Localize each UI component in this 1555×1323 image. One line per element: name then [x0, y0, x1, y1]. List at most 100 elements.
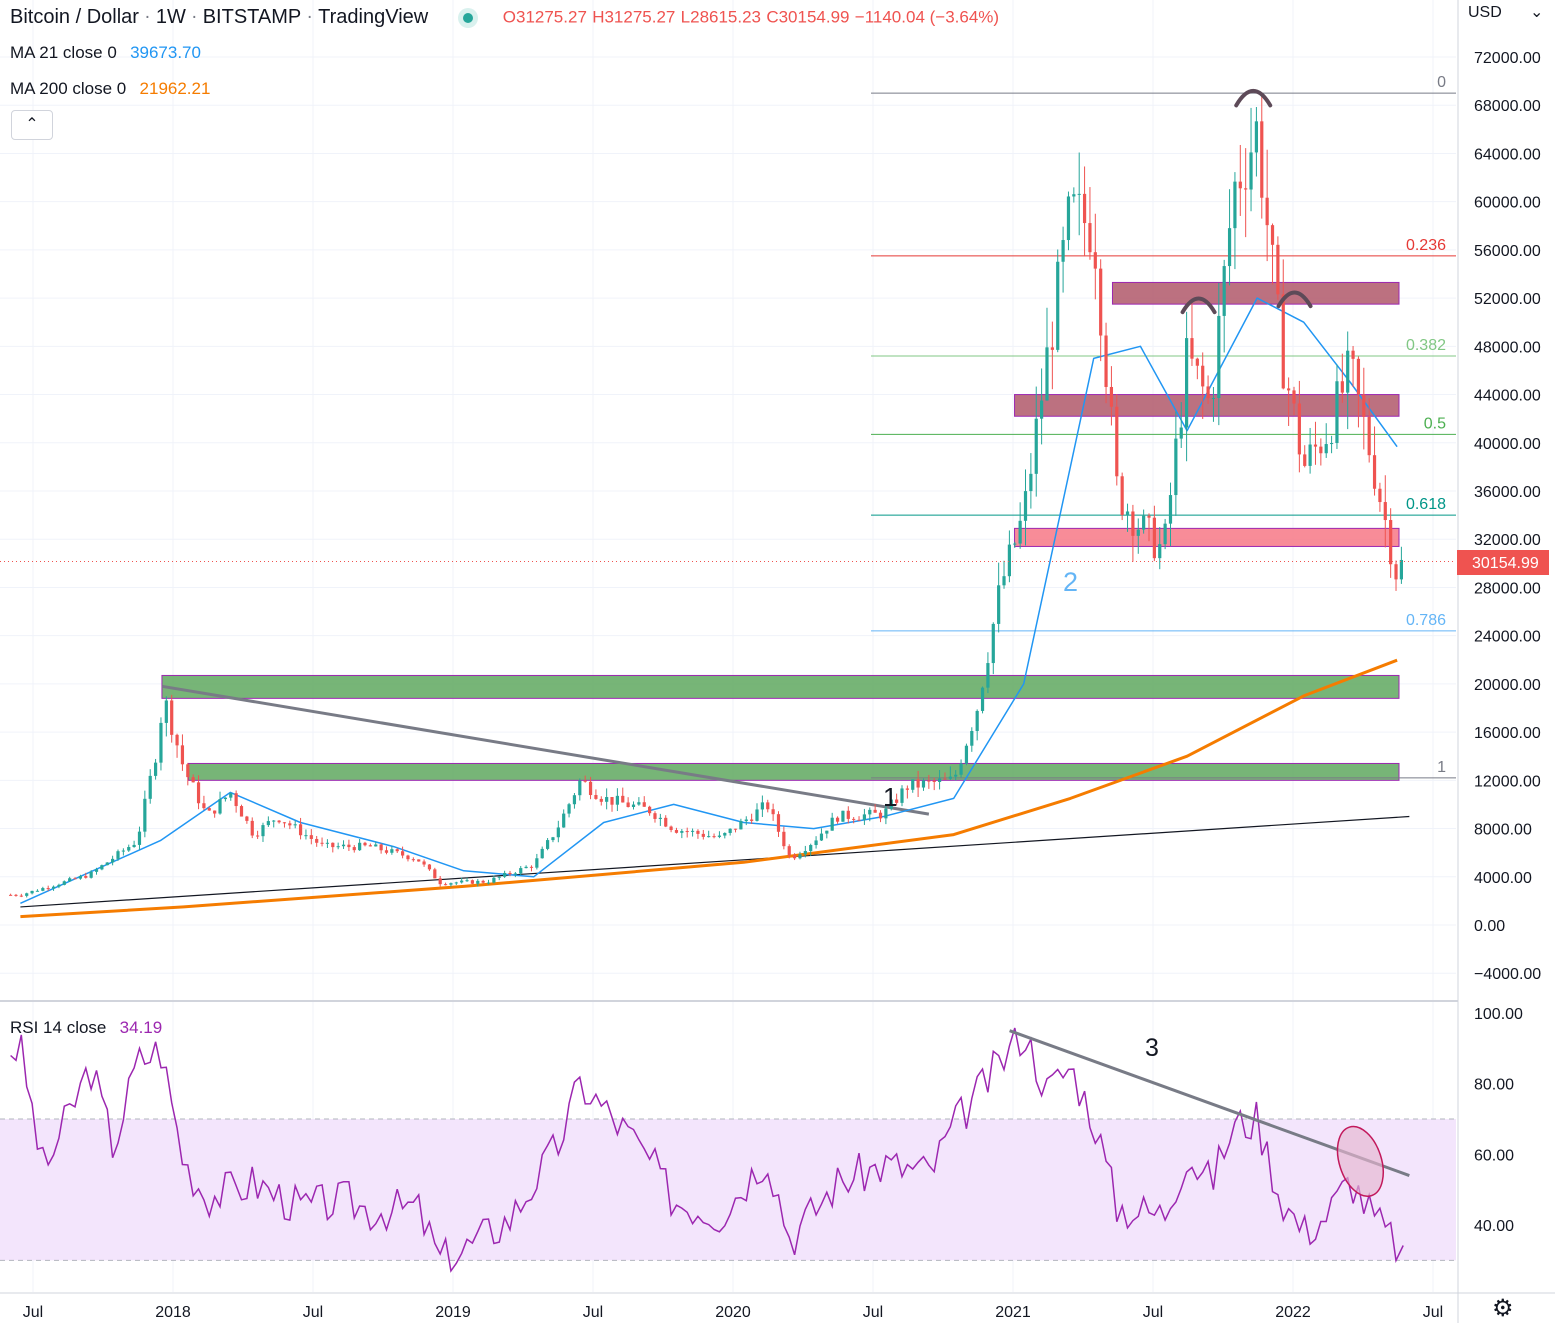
candle-body	[460, 880, 464, 883]
symbol-name[interactable]: Bitcoin / Dollar	[10, 6, 139, 28]
candle-body	[540, 848, 544, 859]
candle-body	[30, 890, 34, 894]
candle-body	[1233, 181, 1237, 229]
ma21-value: 39673.70	[130, 42, 201, 62]
fib-label: 0.618	[1406, 496, 1446, 513]
candle-body	[1195, 358, 1199, 366]
ma200-legend[interactable]: MA 200 close 0 21962.21	[10, 78, 210, 100]
price-tick-label: 52000.00	[1474, 291, 1541, 308]
grid	[0, 0, 1555, 1292]
candle-body	[911, 779, 915, 790]
candle-body	[642, 802, 646, 807]
candle-body	[1340, 381, 1344, 393]
candle-body	[1201, 365, 1205, 387]
candle-body	[395, 849, 399, 852]
candle-body	[1190, 338, 1194, 359]
candle-body	[288, 823, 292, 826]
candle-body	[927, 780, 931, 782]
time-tick-label: Jul	[583, 1304, 603, 1321]
candles	[0, 93, 1456, 898]
candle-body	[733, 828, 738, 830]
candle-body	[170, 700, 174, 735]
candle-body	[1270, 225, 1275, 245]
candle-body	[417, 859, 421, 862]
candle-body	[723, 832, 727, 836]
candle-body	[535, 858, 539, 868]
candle-body	[159, 722, 163, 763]
candle-body	[503, 872, 507, 877]
rsi-tick-label: 40.00	[1474, 1218, 1514, 1235]
time-tick-label: 2020	[715, 1304, 751, 1321]
candle-body	[239, 806, 244, 817]
candle-body	[916, 779, 920, 788]
candle-body	[143, 798, 147, 832]
candle-body	[111, 858, 115, 863]
candle-body	[605, 797, 609, 802]
candle-body	[1174, 438, 1178, 496]
candle-body	[465, 880, 469, 882]
zones	[161, 281, 1400, 781]
candle-body	[648, 806, 652, 814]
candle-body	[73, 878, 77, 880]
candle-body	[857, 819, 861, 821]
chevron-down-icon[interactable]: ⌄	[1530, 4, 1544, 21]
ma200-value: 21962.21	[139, 78, 211, 98]
interval[interactable]: 1W	[155, 6, 186, 28]
candle-body	[626, 802, 630, 808]
time-tick-label: 2018	[155, 1304, 191, 1321]
candle-body	[631, 804, 636, 808]
candle-body	[809, 845, 813, 851]
candle-body	[497, 876, 501, 878]
settings-gear-icon[interactable]: ⚙	[1492, 1295, 1514, 1322]
candle-body	[234, 793, 238, 807]
candle-body	[336, 846, 340, 848]
candle-body	[1066, 196, 1071, 241]
candle-body	[341, 844, 346, 847]
separator-dot: ·	[144, 6, 151, 28]
candle-body	[1034, 418, 1038, 474]
price-axis-bg	[1458, 0, 1555, 1323]
separator-dot: ·	[191, 6, 198, 28]
candle-body	[1319, 446, 1323, 454]
candle-body	[191, 777, 195, 783]
candle-body	[218, 799, 222, 814]
candle-body	[1045, 347, 1049, 401]
fib-label: 0.382	[1406, 337, 1446, 354]
candle-body	[954, 774, 958, 777]
candle-body	[610, 797, 614, 805]
candle-body	[1335, 381, 1339, 444]
candle-body	[121, 850, 125, 852]
candle-body	[1029, 473, 1033, 492]
candle-body	[1308, 444, 1312, 466]
candle-body	[1163, 523, 1167, 545]
price-tag-value: 30154.99	[1472, 555, 1539, 572]
candle-body	[798, 854, 802, 859]
candle-body	[932, 780, 936, 782]
rsi-legend[interactable]: RSI 14 close 34.19	[10, 1017, 162, 1039]
candle-body	[62, 881, 66, 885]
candle-body	[1281, 294, 1285, 389]
currency-label[interactable]: USD	[1468, 4, 1502, 21]
price-tick-label: 48000.00	[1474, 339, 1541, 356]
candle-body	[895, 799, 899, 803]
candle-body	[873, 809, 877, 813]
candle-body	[1238, 181, 1242, 189]
candle-body	[830, 817, 834, 831]
candle-body	[1287, 388, 1291, 391]
candle-body	[782, 831, 786, 847]
candle-body	[454, 882, 458, 884]
candle-body	[35, 890, 40, 892]
candle-body	[1297, 403, 1301, 455]
candle-body	[180, 745, 185, 765]
candle-body	[991, 623, 995, 664]
candle-body	[814, 840, 818, 846]
ohlc-close: C30154.99	[766, 7, 850, 27]
price-tick-label: 4000.00	[1474, 870, 1532, 887]
candle-body	[202, 803, 206, 809]
candle-body	[1362, 394, 1366, 417]
candle-body	[1077, 193, 1081, 195]
collapse-legend-button[interactable]: ⌃	[11, 110, 53, 140]
candle-body	[105, 862, 109, 866]
ma21-legend[interactable]: MA 21 close 0 39673.70	[10, 42, 201, 64]
